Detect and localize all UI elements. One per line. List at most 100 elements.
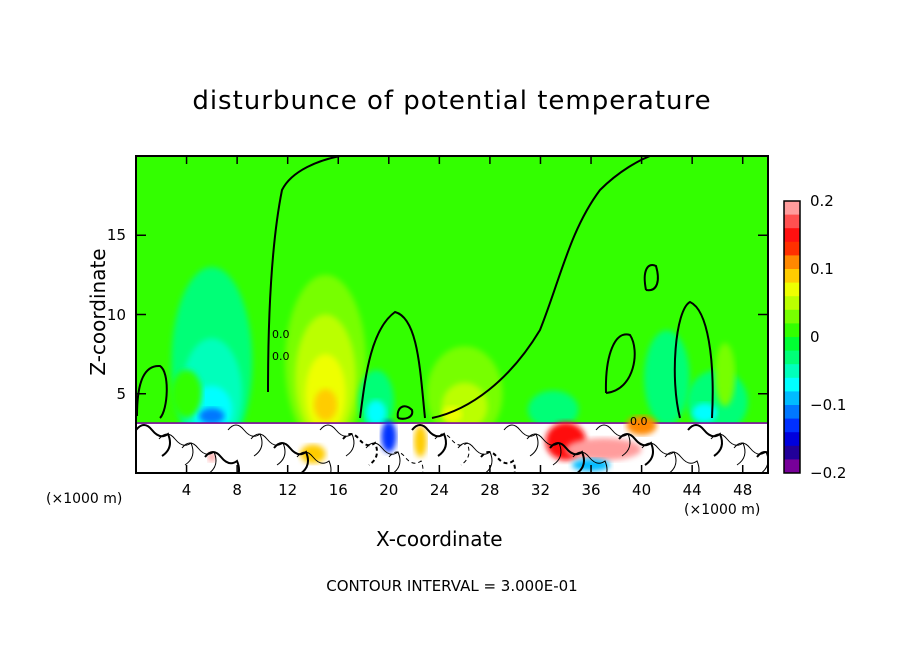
y-tick-label: 15 bbox=[106, 226, 126, 245]
contour-line bbox=[267, 156, 341, 393]
field-region bbox=[171, 369, 202, 418]
colorbar-bin bbox=[784, 282, 800, 297]
contour-line bbox=[342, 433, 378, 466]
colorbar-bin bbox=[784, 241, 800, 256]
colorbar-bin bbox=[784, 350, 800, 365]
colorbar-bin bbox=[784, 391, 800, 406]
contour-line bbox=[431, 156, 651, 419]
x-tick-label: 36 bbox=[581, 481, 601, 499]
colorbar-bin bbox=[784, 255, 800, 270]
x-tick-label: 32 bbox=[530, 481, 551, 499]
x-tick-label: 40 bbox=[632, 481, 652, 499]
contour-label: 0.0 bbox=[272, 350, 290, 363]
colorbar-tick-label: −0.1 bbox=[810, 396, 847, 414]
contour-line bbox=[136, 424, 171, 457]
field-layer: 0.0 0.0 0.0 bbox=[136, 156, 768, 473]
field-patch bbox=[626, 415, 657, 435]
contour-line bbox=[549, 442, 585, 473]
contour-line bbox=[526, 433, 562, 466]
contour-line bbox=[595, 424, 631, 457]
x-tick-label: 20 bbox=[379, 481, 399, 499]
contour-line bbox=[618, 433, 654, 466]
contour-line bbox=[273, 442, 309, 473]
x-tick-label: 16 bbox=[328, 481, 348, 499]
contour-line bbox=[572, 451, 608, 473]
colorbar-bin bbox=[784, 296, 800, 311]
field-region bbox=[527, 390, 579, 429]
colorbar-bin bbox=[784, 432, 800, 447]
colorbar-bin bbox=[784, 337, 800, 352]
contour-line bbox=[227, 424, 263, 457]
field-patch bbox=[414, 425, 427, 458]
field-patch bbox=[300, 444, 326, 464]
contour-line bbox=[204, 451, 240, 473]
lower-layer-saturated bbox=[136, 423, 768, 473]
contour-label: 0.0 bbox=[272, 328, 290, 341]
colorbar-frame bbox=[783, 200, 801, 474]
colorbar-bin bbox=[784, 214, 800, 229]
field-region bbox=[692, 403, 718, 423]
contour-line bbox=[388, 451, 424, 473]
contour-interval-note: CONTOUR INTERVAL = 3.000E-01 bbox=[326, 577, 578, 595]
x-tick-label: 48 bbox=[733, 481, 753, 499]
colorbar-bin bbox=[784, 201, 800, 216]
chart-title: disturbunce of potential temperature bbox=[192, 86, 712, 116]
field-region bbox=[366, 400, 387, 426]
x-unit-label-left: (×1000 m) bbox=[46, 491, 123, 507]
contour-label: 0.0 bbox=[630, 415, 648, 428]
colorbar-bin bbox=[784, 445, 800, 460]
contour-line bbox=[664, 451, 700, 473]
colorbar-bin bbox=[784, 323, 800, 338]
field-patch bbox=[565, 438, 642, 461]
x-axis-label: X-coordinate bbox=[376, 527, 503, 551]
contour-line bbox=[673, 300, 714, 419]
colorbar-bin bbox=[784, 309, 800, 324]
contour-line bbox=[411, 424, 447, 457]
contour-line bbox=[604, 333, 636, 394]
colorbar-bin bbox=[784, 405, 800, 420]
colorbar-bin bbox=[784, 377, 800, 392]
x-tick-label: 44 bbox=[682, 481, 702, 499]
x-unit-label-right: (×1000 m) bbox=[684, 502, 761, 518]
x-tick-label: 12 bbox=[278, 481, 298, 499]
contour-line bbox=[250, 433, 286, 466]
contour-line bbox=[503, 424, 539, 457]
y-tick-label: 10 bbox=[106, 305, 126, 324]
colorbar-bin bbox=[784, 269, 800, 284]
contour-line bbox=[181, 442, 217, 473]
x-tick-label: 24 bbox=[429, 481, 449, 499]
contour-line bbox=[641, 442, 677, 473]
contour-line bbox=[687, 424, 723, 457]
colorbar-tick-label: 0.1 bbox=[810, 260, 834, 278]
contour-line bbox=[480, 451, 516, 473]
x-tick-label: 4 bbox=[181, 481, 192, 499]
contour-line bbox=[710, 433, 746, 466]
contour-line bbox=[359, 310, 426, 419]
x-tick-label: 8 bbox=[232, 481, 242, 499]
contour-line bbox=[319, 424, 355, 457]
x-tick-label: 28 bbox=[480, 481, 500, 499]
field-patch bbox=[381, 420, 397, 453]
contour-line bbox=[457, 442, 493, 473]
contour-line bbox=[158, 433, 194, 466]
contour-line bbox=[643, 264, 659, 292]
contour-line bbox=[136, 364, 168, 419]
field-region bbox=[714, 343, 736, 407]
colorbar-bin bbox=[784, 364, 800, 379]
colorbar-tick-label: 0.2 bbox=[810, 192, 834, 210]
contour-line bbox=[296, 451, 332, 473]
contour-line bbox=[396, 405, 414, 420]
contour-line bbox=[365, 442, 401, 473]
field-region bbox=[314, 388, 337, 421]
field-region bbox=[644, 330, 690, 426]
colorbar-tick-label: −0.2 bbox=[810, 464, 847, 482]
colorbar-tick-label: 0 bbox=[810, 328, 820, 346]
field-patch bbox=[208, 452, 216, 462]
y-tick-label: 5 bbox=[116, 384, 126, 403]
contour-line bbox=[434, 433, 470, 466]
field-region bbox=[199, 408, 225, 424]
boundary-band bbox=[136, 422, 768, 426]
colorbar-bin bbox=[784, 228, 800, 243]
